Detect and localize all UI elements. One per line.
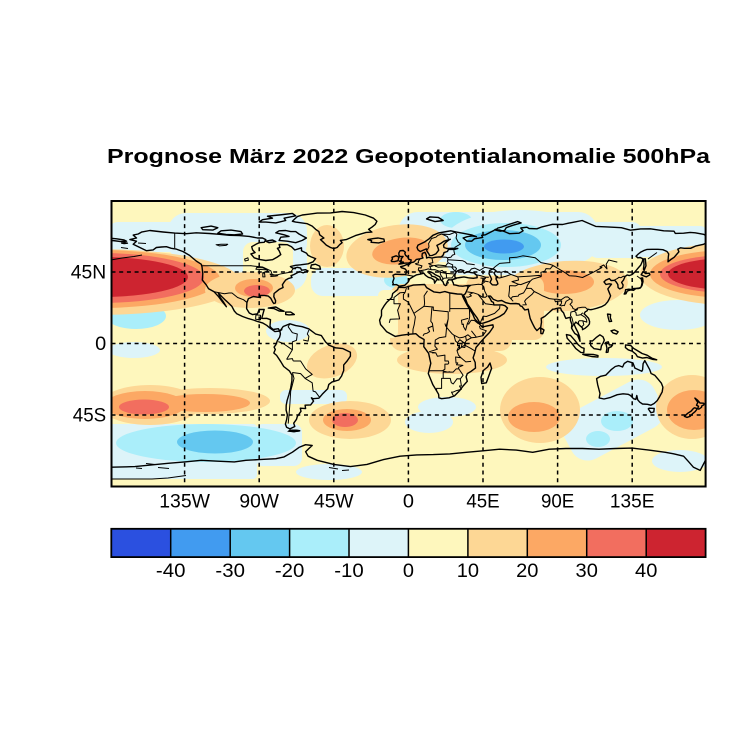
svg-text:45E: 45E — [466, 492, 499, 513]
svg-text:135W: 135W — [159, 492, 210, 513]
svg-text:-40: -40 — [156, 561, 186, 582]
svg-text:90E: 90E — [541, 492, 574, 513]
svg-text:45S: 45S — [73, 405, 106, 426]
svg-text:-10: -10 — [334, 561, 364, 582]
svg-text:135E: 135E — [610, 492, 655, 513]
svg-text:0: 0 — [403, 492, 414, 513]
svg-text:30: 30 — [576, 561, 598, 582]
svg-text:90W: 90W — [239, 492, 279, 513]
svg-text:45N: 45N — [71, 262, 106, 283]
svg-text:0: 0 — [403, 561, 414, 582]
svg-text:10: 10 — [457, 561, 479, 582]
svg-text:40: 40 — [635, 561, 657, 582]
svg-text:Prognose März 2022 Geopotentia: Prognose März 2022 Geopotentialanomalie … — [107, 146, 711, 168]
svg-text:45W: 45W — [314, 492, 354, 513]
svg-text:0: 0 — [95, 334, 106, 355]
svg-text:20: 20 — [516, 561, 538, 582]
svg-text:-20: -20 — [275, 561, 305, 582]
svg-text:-30: -30 — [215, 561, 245, 582]
